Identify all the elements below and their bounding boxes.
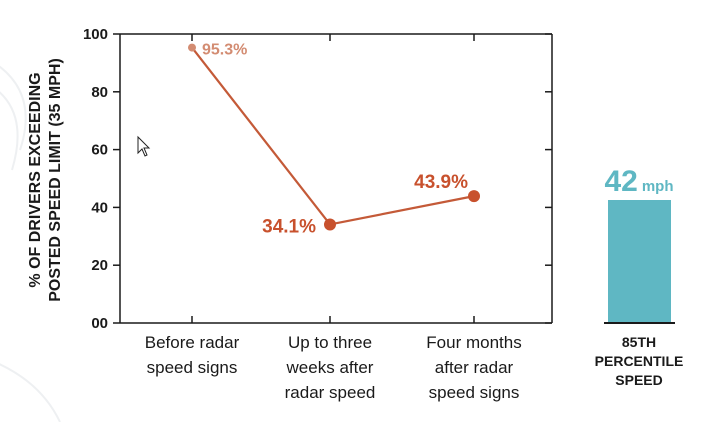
percentile-speed-chart: 42 mph 85TH PERCENTILE SPEED — [595, 165, 684, 388]
x-category-label: Four months — [426, 333, 521, 352]
x-category-label: speed signs — [147, 358, 238, 377]
y-tick-label: 00 — [91, 315, 108, 332]
data-label: 95.3% — [202, 42, 247, 59]
y-tick-label: 60 — [91, 142, 108, 159]
speed-value: 42 — [604, 165, 637, 198]
speed-value-label: 42 mph — [604, 165, 673, 198]
speed-unit: mph — [642, 178, 674, 195]
x-category-label: after radar — [435, 358, 514, 377]
data-point — [468, 190, 480, 203]
data-label: 43.9% — [414, 172, 468, 193]
data-label: 34.1% — [262, 216, 316, 237]
x-category-label: Up to three — [288, 333, 372, 352]
y-tick-label: 20 — [91, 257, 108, 274]
speed-category-line-3: SPEED — [615, 372, 662, 388]
x-axis-ticks — [191, 34, 475, 323]
x-category-label: weeks after — [286, 358, 374, 377]
y-axis-title-line-2: POSTED SPEED LIMIT (35 MPH) — [47, 58, 64, 302]
data-point — [188, 43, 196, 52]
speed-bar — [608, 200, 671, 323]
data-point — [324, 218, 336, 231]
y-axis-title-line-1: % OF DRIVERS EXCEEDING — [27, 72, 44, 287]
mouse-cursor-icon — [137, 135, 151, 157]
series-line: 95.3% 34.1% 43.9% — [188, 42, 480, 237]
y-tick-label: 100 — [83, 26, 108, 43]
series-polyline — [191, 46, 475, 226]
plot-frame — [119, 33, 553, 324]
background-swirl-decoration — [0, 65, 61, 422]
y-tick-label: 80 — [91, 84, 108, 101]
speed-category-line-2: PERCENTILE — [595, 353, 684, 369]
x-category-label: Before radar — [145, 333, 240, 352]
y-axis-ticks: 00 20 40 60 80 100 — [83, 26, 552, 332]
y-tick-label: 40 — [91, 199, 108, 216]
y-axis-title: % OF DRIVERS EXCEEDING POSTED SPEED LIMI… — [27, 58, 64, 302]
speed-category-line-1: 85TH — [622, 334, 656, 350]
x-category-label: speed signs — [429, 383, 520, 402]
x-category-label: radar speed — [285, 383, 376, 402]
x-axis-labels: Before radar speed signs Up to three weeks … — [145, 333, 522, 402]
